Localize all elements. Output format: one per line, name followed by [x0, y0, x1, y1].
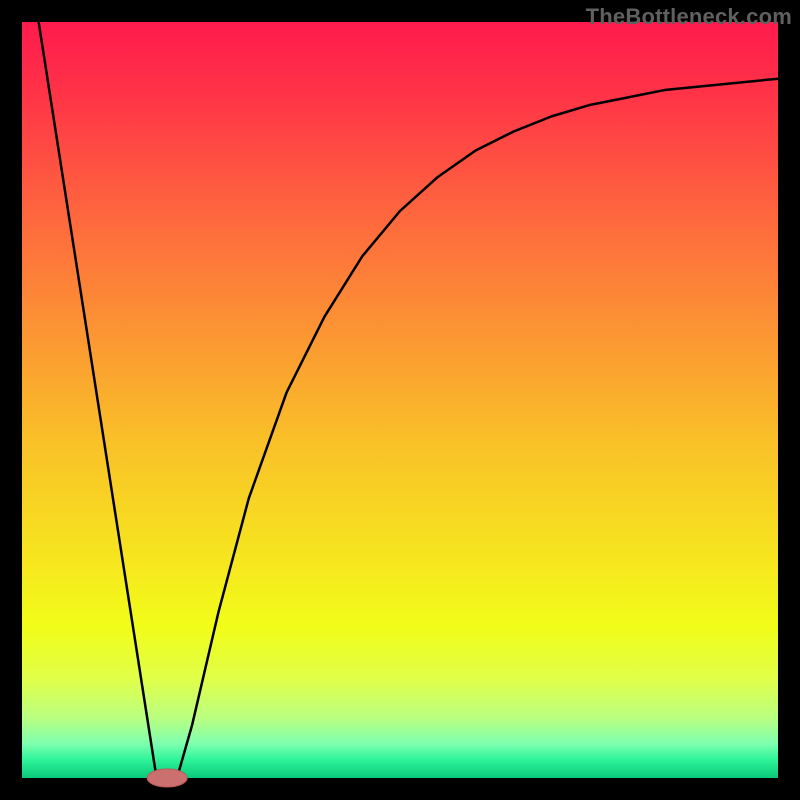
sweet-spot-marker — [147, 769, 187, 787]
watermark-text: TheBottleneck.com — [586, 4, 792, 30]
chart-background — [22, 22, 778, 778]
bottleneck-chart — [0, 0, 800, 800]
chart-container: TheBottleneck.com — [0, 0, 800, 800]
